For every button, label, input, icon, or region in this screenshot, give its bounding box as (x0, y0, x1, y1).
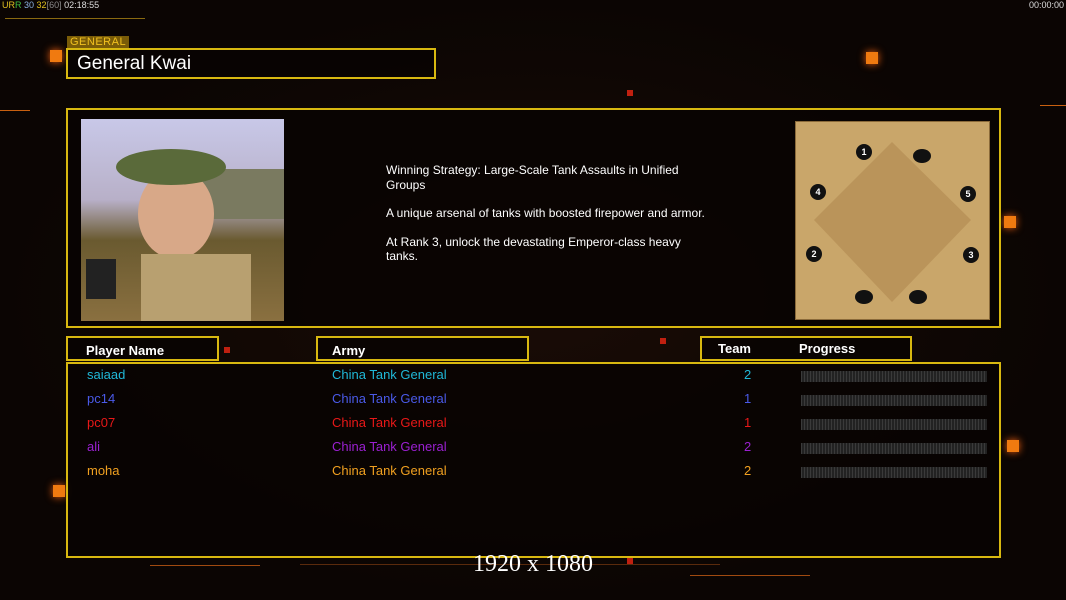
decor-square (50, 50, 62, 62)
map-preview: 1 2 3 4 5 (795, 121, 990, 320)
general-portrait (81, 119, 284, 321)
decor-square (627, 558, 633, 564)
player-army: China Tank General (332, 439, 447, 454)
general-name: General Kwai (66, 48, 436, 79)
header-player-name: Player Name (66, 336, 219, 361)
general-description: Winning Strategy: Large-Scale Tank Assau… (386, 163, 716, 278)
strategy-text: Winning Strategy: Large-Scale Tank Assau… (386, 163, 679, 192)
player-name: ali (87, 439, 101, 454)
progress-bar (801, 419, 987, 430)
header-progress: Progress (799, 341, 856, 356)
decor-square (53, 485, 65, 497)
general-info-panel: Winning Strategy: Large-Scale Tank Assau… (66, 108, 1001, 328)
decor-square (1004, 216, 1016, 228)
player-army: China Tank General (332, 463, 447, 478)
fps-value: 30 (24, 0, 35, 10)
fps-value-2: 32 (36, 0, 47, 10)
rank-text: At Rank 3, unlock the devastating Empero… (386, 234, 681, 264)
player-name: moha (87, 463, 120, 478)
general-label: GENERAL (67, 36, 130, 48)
player-row: saiaad China Tank General 2 (68, 367, 999, 387)
player-name: pc07 (87, 415, 116, 430)
svg-text:4: 4 (815, 187, 820, 197)
fps-readout: URR 30 32[60] 02:18:55 (2, 0, 100, 10)
fps-cap: [60] (46, 0, 62, 10)
divider (150, 565, 260, 566)
divider (690, 575, 810, 576)
svg-text:2: 2 (811, 249, 816, 259)
player-army: China Tank General (332, 367, 447, 382)
elapsed-time: 02:18:55 (64, 0, 100, 10)
svg-text:5: 5 (965, 189, 970, 199)
clock: 00:00:00 (1028, 0, 1064, 10)
player-row: ali China Tank General 2 (68, 439, 999, 459)
progress-bar (801, 371, 987, 382)
player-army: China Tank General (332, 415, 447, 430)
resolution-label: 1920 x 1080 (473, 551, 593, 577)
svg-text:1: 1 (861, 147, 866, 157)
player-team: 1 (744, 391, 752, 406)
svg-text:3: 3 (968, 250, 973, 260)
divider (300, 564, 720, 565)
player-row: moha China Tank General 2 (68, 463, 999, 483)
map-image: 1 2 3 4 5 (796, 122, 989, 319)
progress-bar (801, 443, 987, 454)
portrait-image (86, 149, 284, 321)
player-team: 2 (744, 463, 752, 478)
player-list: saiaad China Tank General 2 pc14 China T… (66, 362, 1001, 558)
header-team: Team (718, 341, 751, 356)
player-name: saiaad (87, 367, 126, 382)
divider (0, 110, 30, 111)
player-name: pc14 (87, 391, 116, 406)
player-row: pc14 China Tank General 1 (68, 391, 999, 411)
decor-square (1007, 440, 1019, 452)
progress-bar (801, 395, 987, 406)
decor-square (866, 52, 878, 64)
player-team: 2 (744, 439, 752, 454)
player-row: pc07 China Tank General 1 (68, 415, 999, 435)
ur-label: UR (2, 0, 15, 10)
progress-bar (801, 467, 987, 478)
decor-square (224, 347, 230, 353)
decor-square (627, 90, 633, 96)
arsenal-text: A unique arsenal of tanks with boosted f… (386, 206, 705, 220)
player-team: 1 (744, 415, 752, 430)
decor-square (660, 338, 666, 344)
header-army: Army (316, 336, 529, 361)
player-team: 2 (744, 367, 752, 382)
divider (5, 18, 145, 19)
header-team-progress: Team Progress (700, 336, 912, 361)
divider (1040, 105, 1066, 106)
player-army: China Tank General (332, 391, 447, 406)
